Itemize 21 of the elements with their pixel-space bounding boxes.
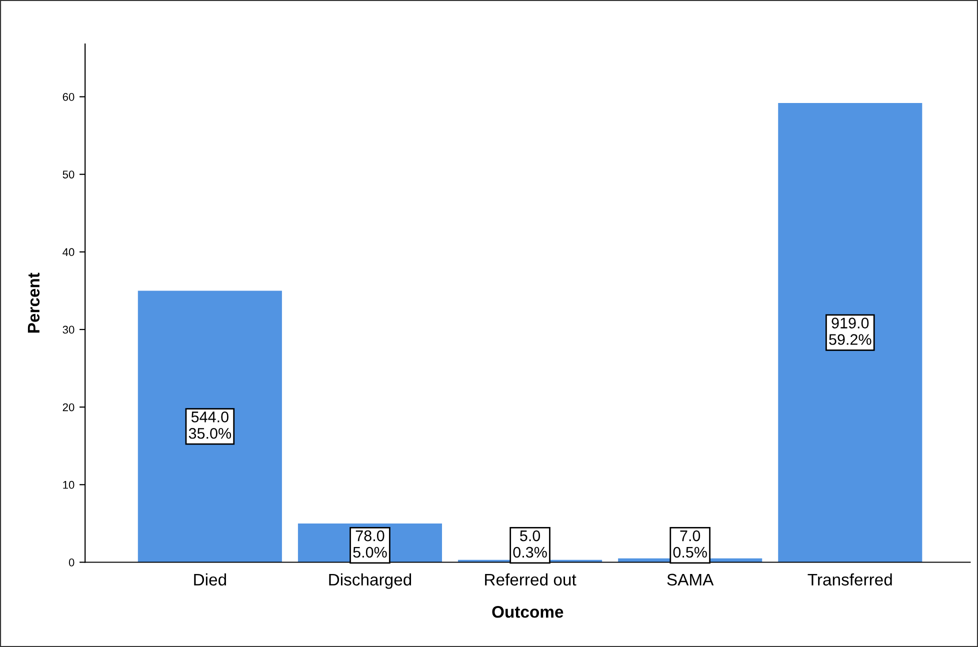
- x-tick-label: Discharged: [329, 573, 412, 589]
- data-label: 7.0 0.5%: [673, 530, 707, 558]
- y-tick-label: 50: [62, 170, 74, 178]
- y-tick-label: 30: [62, 326, 74, 334]
- x-tick-label: Transferred: [808, 573, 892, 586]
- data-label: 544.0 35.0%: [188, 412, 232, 439]
- y-tick-label: 20: [62, 403, 74, 412]
- y-tick-label: 0: [68, 558, 74, 566]
- x-axis-title: Outcome: [492, 606, 564, 618]
- data-label: 919.0 59.2%: [829, 318, 872, 345]
- y-tick-label: 40: [62, 248, 74, 256]
- y-tick-label: 10: [63, 480, 74, 489]
- data-label: 5.0 0.3%: [513, 530, 547, 558]
- bar: [138, 290, 282, 562]
- x-tick-label: Referred out: [485, 573, 576, 586]
- x-tick-label: Died: [194, 573, 226, 586]
- data-label: 78.0 5.0%: [353, 530, 387, 558]
- bar: [778, 102, 922, 562]
- y-axis-title: Percent: [28, 272, 40, 333]
- y-tick-label: 60: [62, 93, 74, 101]
- x-tick-label: SAMA: [667, 574, 714, 586]
